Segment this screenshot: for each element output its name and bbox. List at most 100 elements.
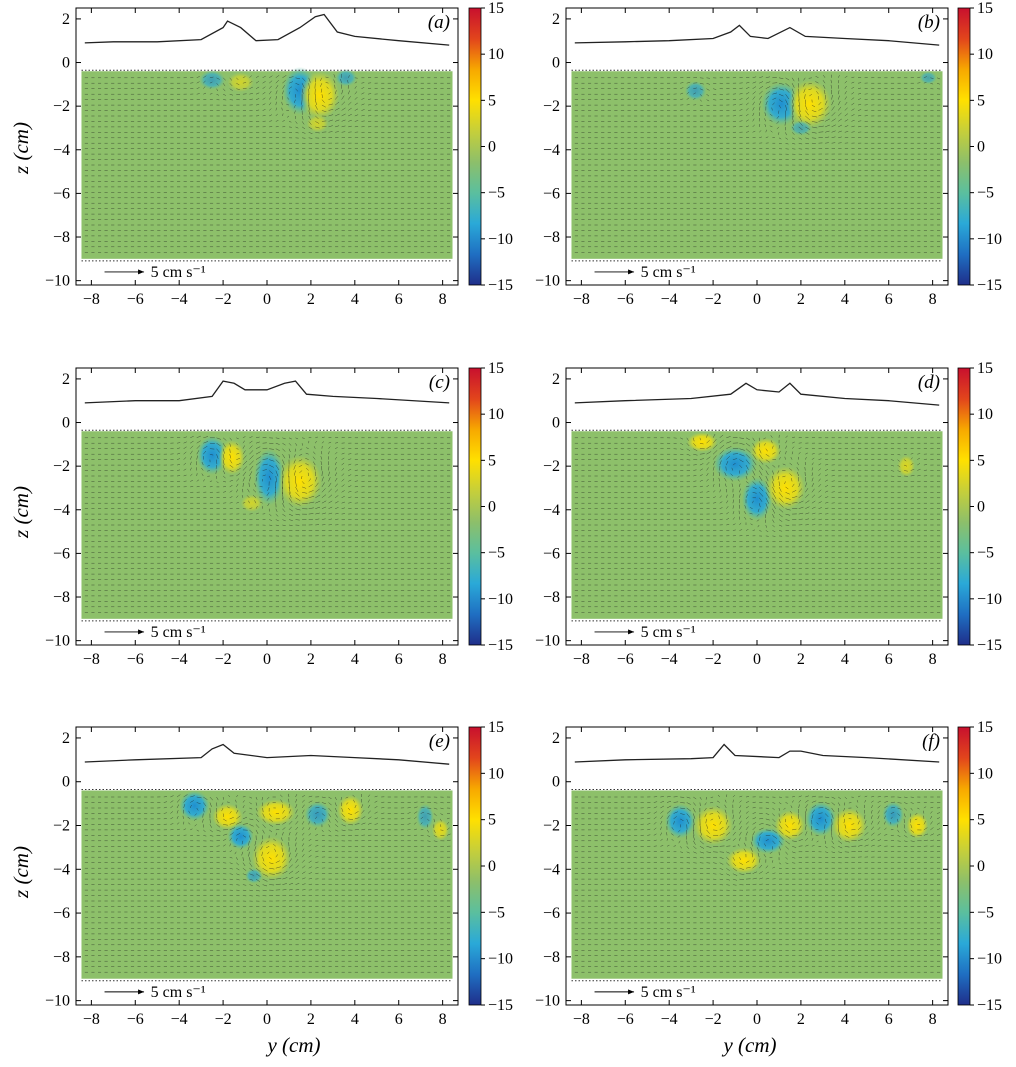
vortex-e-1: [212, 803, 243, 830]
colorbar-label-e-0: 0: [488, 858, 496, 875]
colorbar-e: [468, 726, 482, 1006]
velocity-vectors-f: [574, 794, 941, 973]
xtick-label-c--8: −8: [83, 651, 100, 668]
xtick-label-c-6: 6: [395, 651, 403, 668]
xtick-label-d--2: −2: [705, 651, 722, 668]
xtick-label-e-8: 8: [439, 1011, 447, 1028]
xtick-label-a--4: −4: [171, 291, 188, 308]
vortex-d-2: [750, 437, 782, 464]
vortex-f-3: [750, 827, 786, 854]
vortex-b-3: [789, 120, 812, 136]
xtick-label-d--6: −6: [617, 651, 634, 668]
panel-f: −8 −6 −4 −2 0 2 4 6 8 2 0 −2 −4 −6 −8 −10 (f) 5 cm s⁻¹ 15 1…: [535, 719, 1002, 1028]
ytick-label-c--4: −4: [53, 502, 70, 519]
colorbar-label-f--15: −15: [977, 997, 1002, 1014]
ytick-label-c--8: −8: [53, 589, 70, 606]
xtick-label-f--8: −8: [573, 1011, 590, 1028]
colorbar-label-a-10: 10: [488, 46, 504, 63]
reference-arrow-head-c: [138, 629, 145, 635]
colorbar-label-c-0: 0: [488, 499, 496, 516]
vortex-a-3: [299, 71, 340, 120]
xtick-label-a--8: −8: [83, 291, 100, 308]
ytick-label-a-0: 0: [62, 55, 70, 72]
vortex-f-6: [831, 807, 867, 844]
colorbar-label-c--10: −10: [488, 591, 513, 608]
colorbar-label-e--5: −5: [488, 904, 505, 921]
panel-label-d: (d): [918, 372, 940, 393]
surface-profile-a: [84, 13, 450, 46]
reference-vector-label-b: 5 cm s⁻¹: [641, 264, 696, 281]
ytick-label-e--8: −8: [53, 949, 70, 966]
vortex-c-3: [277, 455, 322, 508]
ytick-label-c-2: 2: [62, 371, 70, 388]
colorbar-label-b-10: 10: [977, 46, 993, 63]
panel-label-a: (a): [428, 12, 450, 33]
colorbar-label-a--10: −10: [488, 231, 513, 248]
panel-e: −8 −6 −4 −2 0 2 4 6 8 2 0 −2 −4 −6 −8 −10 (e) 5 cm s⁻¹ 15 1…: [45, 719, 513, 1028]
reference-vector-label-d: 5 cm s⁻¹: [641, 624, 696, 641]
xtick-label-c-2: 2: [307, 651, 315, 668]
xtick-label-d-4: 4: [841, 651, 849, 668]
vector-paths-b: [574, 74, 941, 253]
colorbar-label-f-10: 10: [977, 765, 993, 782]
surface-profile-d: [574, 382, 940, 406]
panel-label-b: (b): [918, 12, 940, 33]
ytick-label-e-0: 0: [62, 774, 70, 791]
vortex-e-4: [251, 836, 292, 881]
xtick-label-d--8: −8: [573, 651, 590, 668]
colorbar-label-f-15: 15: [977, 719, 993, 736]
xtick-label-e-2: 2: [307, 1011, 315, 1028]
colorbar-label-d-15: 15: [977, 360, 993, 377]
colorbar-label-e--10: −10: [488, 951, 513, 968]
reference-vector-label-a: 5 cm s⁻¹: [151, 264, 206, 281]
vortex-c-1: [218, 439, 246, 475]
colorbar-b: [957, 7, 971, 286]
velocity-vectors-e: [84, 793, 451, 973]
xtick-label-e--6: −6: [127, 1011, 144, 1028]
xtick-label-a-8: 8: [439, 291, 447, 308]
reference-vector-label-e: 5 cm s⁻¹: [151, 984, 206, 1001]
colorbar-label-e-15: 15: [488, 719, 504, 736]
vortex-f-5: [805, 801, 837, 837]
colorbar-label-b-15: 15: [977, 0, 993, 17]
ytick-label-f-0: 0: [552, 774, 560, 791]
xtick-label-f--4: −4: [661, 1011, 678, 1028]
vortex-c-4: [240, 494, 263, 512]
ytick-label-b--6: −6: [543, 185, 560, 202]
xtick-label-f-8: 8: [929, 1011, 937, 1028]
vortex-blobs-e: [179, 790, 450, 884]
vortex-d-0: [686, 432, 718, 452]
colorbar-label-f-0: 0: [977, 858, 985, 875]
colorbar-label-c-15: 15: [488, 360, 504, 377]
xtick-label-d--4: −4: [661, 651, 678, 668]
surface-profile-e: [84, 743, 450, 765]
ytick-label-b-2: 2: [552, 11, 560, 28]
ytick-label-f-2: 2: [552, 730, 560, 747]
reference-arrow-head-d: [628, 629, 635, 635]
xtick-label-b-6: 6: [885, 291, 893, 308]
xtick-label-b--4: −4: [661, 291, 678, 308]
reference-arrow-head-f: [628, 989, 635, 995]
colorbar-label-c-5: 5: [488, 452, 496, 469]
xtick-label-c-8: 8: [439, 651, 447, 668]
vortex-e-0: [179, 790, 210, 822]
ytick-label-c--6: −6: [53, 545, 70, 562]
xtick-label-e-4: 4: [351, 1011, 359, 1028]
xtick-label-b--6: −6: [617, 291, 634, 308]
xtick-label-a-4: 4: [351, 291, 359, 308]
ytick-label-b--4: −4: [543, 142, 560, 159]
colorbar-label-b--5: −5: [977, 185, 994, 202]
vortex-a-1: [227, 72, 254, 92]
reference-arrow-head-b: [628, 269, 635, 275]
colorbar-label-c--5: −5: [488, 545, 505, 562]
xtick-label-d-6: 6: [885, 651, 893, 668]
colorbar-label-e-5: 5: [488, 812, 496, 829]
vortex-b-0: [684, 81, 707, 101]
vector-paths-c: [84, 435, 451, 613]
xtick-label-b--2: −2: [705, 291, 722, 308]
vortex-blobs-a: [198, 66, 358, 133]
vortex-e-3: [227, 823, 254, 850]
vortex-d-1: [713, 446, 757, 482]
vortex-d-4: [765, 466, 806, 510]
vortex-a-4: [335, 69, 358, 87]
